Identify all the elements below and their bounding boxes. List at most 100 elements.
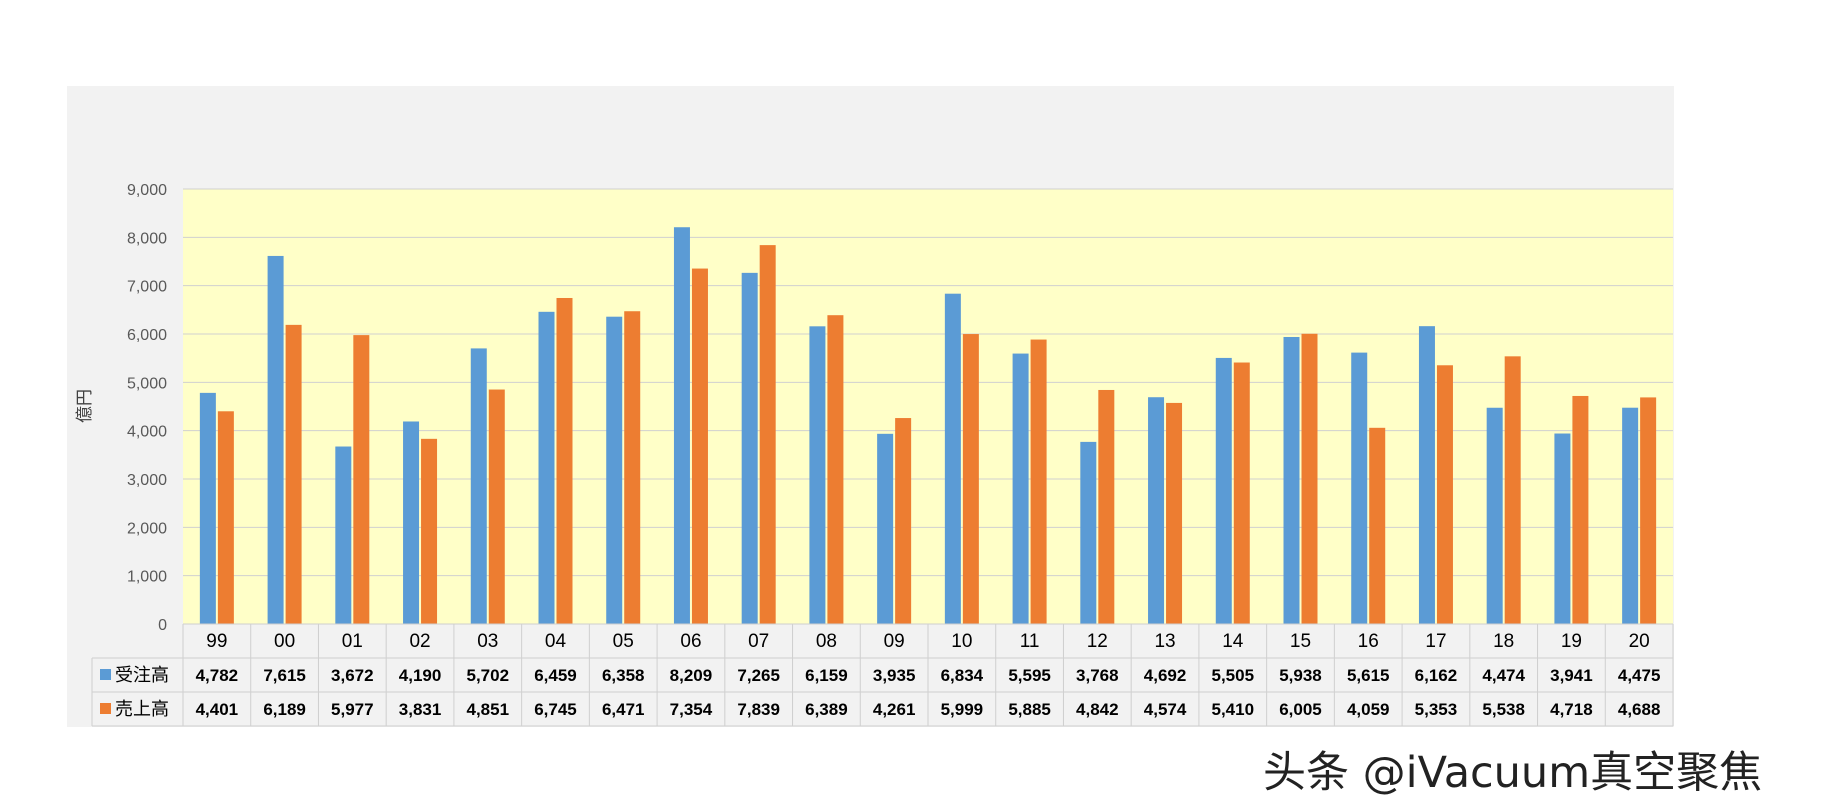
data-label: 7,354: [670, 700, 713, 719]
bar-order: [1622, 407, 1639, 624]
y-tick-label: 9,000: [127, 182, 167, 199]
legend-label: 売上高: [115, 699, 169, 719]
data-label: 3,941: [1550, 666, 1593, 685]
data-label: 6,471: [602, 700, 645, 719]
data-label: 6,005: [1279, 700, 1322, 719]
y-tick-label: 6,000: [127, 327, 167, 344]
bar-order: [470, 348, 487, 624]
bar-order: [267, 255, 284, 625]
data-label: 5,702: [466, 666, 509, 685]
x-category-label: 17: [1425, 631, 1446, 652]
bar-sales: [691, 268, 708, 624]
legend-label: 受注高: [115, 665, 169, 685]
bar-sales: [1098, 389, 1115, 624]
data-label: 5,505: [1211, 666, 1254, 685]
x-category-label: 16: [1358, 631, 1379, 652]
data-label: 3,768: [1076, 666, 1119, 685]
bar-order: [1283, 336, 1300, 624]
x-category-label: 20: [1629, 631, 1650, 652]
bar-sales: [1369, 427, 1386, 624]
y-tick-label: 0: [158, 617, 167, 634]
bar-sales: [759, 245, 776, 625]
x-category-label: 01: [342, 631, 363, 652]
x-category-label: 00: [274, 631, 295, 652]
x-category-label: 07: [748, 631, 769, 652]
data-label: 7,839: [737, 700, 780, 719]
bar-order: [1554, 433, 1571, 624]
bar-sales: [1233, 362, 1250, 624]
data-label: 5,938: [1279, 666, 1322, 685]
x-category-label: 09: [884, 631, 905, 652]
data-label: 7,265: [737, 666, 780, 685]
y-tick-label: 4,000: [127, 424, 167, 441]
bar-order: [403, 421, 420, 624]
x-category-label: 11: [1020, 631, 1040, 652]
data-label: 4,475: [1618, 666, 1661, 685]
bar-sales: [895, 418, 912, 624]
x-category-label: 06: [680, 631, 701, 652]
data-label: 4,059: [1347, 700, 1390, 719]
bar-order: [538, 311, 555, 624]
y-tick-label: 3,000: [127, 472, 167, 489]
data-label: 4,190: [399, 666, 442, 685]
data-label: 4,574: [1144, 700, 1187, 719]
bar-order: [1080, 441, 1097, 624]
bar-sales: [624, 311, 641, 624]
data-label: 6,358: [602, 666, 645, 685]
bar-sales: [827, 315, 844, 624]
bar-sales: [1640, 397, 1657, 624]
bar-sales: [217, 411, 234, 624]
data-label: 6,159: [805, 666, 848, 685]
data-label: 4,782: [196, 666, 239, 685]
bar-order: [1148, 397, 1165, 624]
data-label: 4,401: [196, 700, 239, 719]
y-tick-label: 2,000: [127, 520, 167, 537]
bar-sales: [285, 324, 302, 624]
x-category-label: 10: [951, 631, 972, 652]
bar-sales: [1301, 333, 1318, 624]
data-label: 5,538: [1482, 700, 1525, 719]
data-label: 4,718: [1550, 700, 1593, 719]
bar-order: [1215, 357, 1232, 624]
bar-order: [741, 272, 758, 624]
data-label: 5,615: [1347, 666, 1390, 685]
data-label: 4,261: [873, 700, 916, 719]
bar-sales: [488, 389, 505, 624]
bar-sales: [556, 297, 573, 624]
x-category-label: 08: [816, 631, 837, 652]
data-label: 5,999: [941, 700, 984, 719]
bar-order: [809, 326, 826, 624]
data-label: 8,209: [670, 666, 713, 685]
bar-sales: [1504, 356, 1521, 624]
x-category-label: 14: [1222, 631, 1244, 652]
x-category-label: 04: [545, 631, 567, 652]
data-label: 7,615: [263, 666, 306, 685]
y-tick-label: 5,000: [127, 375, 167, 392]
bar-order: [199, 392, 216, 624]
x-category-label: 12: [1087, 631, 1108, 652]
data-label: 6,189: [263, 700, 306, 719]
bar-order: [1486, 407, 1503, 624]
data-label: 4,692: [1144, 666, 1187, 685]
data-label: 3,831: [399, 700, 442, 719]
bar-sales: [1166, 402, 1183, 624]
x-category-label: 13: [1154, 631, 1175, 652]
x-category-label: 99: [206, 631, 227, 652]
data-label: 4,688: [1618, 700, 1661, 719]
y-axis-ticks: 0 1,000 2,000 3,000 4,000 5,000 6,000 7,000 8,00…: [127, 182, 167, 634]
bar-sales: [1030, 339, 1047, 624]
data-label: 5,977: [331, 700, 374, 719]
y-tick-label: 1,000: [127, 569, 167, 586]
bar-order: [944, 293, 961, 624]
bar-order: [1418, 326, 1435, 624]
legend-key: [100, 703, 111, 714]
data-label: 5,885: [1008, 700, 1051, 719]
bar-order: [1351, 352, 1368, 624]
data-label: 4,474: [1482, 666, 1525, 685]
watermark: 头条 @iVacuum真空聚焦: [1263, 748, 1763, 798]
x-category-label: 19: [1561, 631, 1582, 652]
x-category-label: 05: [613, 631, 634, 652]
data-table: 99 00 01 02 03 04 05 06 07 08 09 10 11 12 13 14 15 16 17 18…: [91, 623, 1674, 727]
bar-sales: [1436, 365, 1453, 624]
y-tick-label: 7,000: [127, 279, 167, 296]
